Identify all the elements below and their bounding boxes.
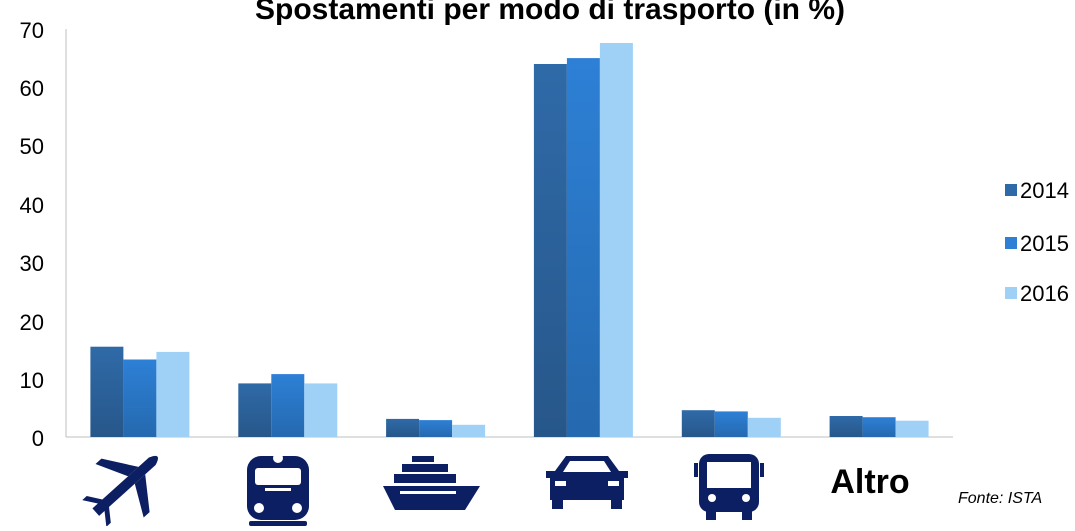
bar-2016 <box>896 421 929 437</box>
y-tick-label: 0 <box>32 426 44 451</box>
chart-title: Spostamenti per modo di trasporto (in %) <box>255 0 845 26</box>
y-tick-label: 10 <box>20 368 44 393</box>
train-icon <box>247 453 309 526</box>
bar-2014 <box>90 347 123 437</box>
bar-2016 <box>600 43 633 437</box>
bar-2016 <box>156 352 189 437</box>
bar-2015 <box>123 360 156 438</box>
source-note: Fonte: ISTA <box>958 490 1042 507</box>
bar-2015 <box>419 420 452 437</box>
y-tick-label: 30 <box>20 251 44 276</box>
legend-swatch-2015 <box>1005 237 1017 249</box>
legend-label-2016: 2016 <box>1020 281 1069 306</box>
bar-2014 <box>682 410 715 437</box>
legend-swatch-2014 <box>1005 184 1017 196</box>
plane-icon <box>70 430 181 526</box>
legend-label-2015: 2015 <box>1020 231 1069 256</box>
bar-2014 <box>534 64 567 437</box>
bar-2016 <box>748 418 781 437</box>
y-tick-label: 70 <box>20 18 44 43</box>
x-category-icons: Altro <box>70 430 909 526</box>
bar-2014 <box>386 419 419 437</box>
bus-icon <box>694 454 764 520</box>
y-tick-label: 40 <box>20 193 44 218</box>
legend: 2014 2015 2016 <box>1005 178 1069 306</box>
y-tick-label: 20 <box>20 310 44 335</box>
bars <box>90 43 928 437</box>
bar-2014 <box>830 416 863 437</box>
y-tick-label: 60 <box>20 76 44 101</box>
bar-2016 <box>304 383 337 437</box>
legend-label-2014: 2014 <box>1020 178 1069 203</box>
bar-2016 <box>452 425 485 437</box>
category-label-altro: Altro <box>830 463 909 501</box>
ship-icon <box>383 456 480 510</box>
y-axis: 0 10 20 30 40 50 60 70 <box>20 18 66 451</box>
bar-2015 <box>863 417 896 437</box>
y-tick-label: 50 <box>20 134 44 159</box>
car-icon <box>546 456 628 509</box>
legend-swatch-2016 <box>1005 287 1017 299</box>
bar-2015 <box>271 374 304 437</box>
bar-2014 <box>238 383 271 437</box>
bar-2015 <box>715 411 748 437</box>
bar-2015 <box>567 58 600 437</box>
